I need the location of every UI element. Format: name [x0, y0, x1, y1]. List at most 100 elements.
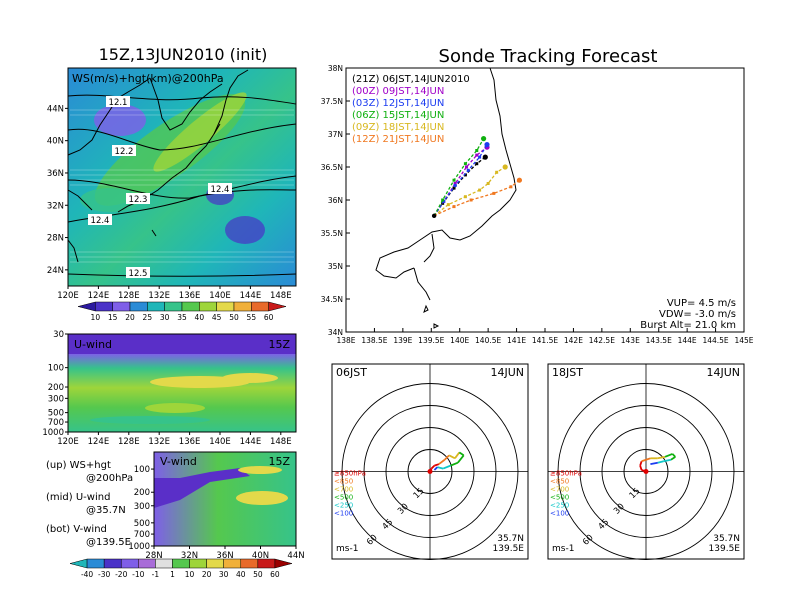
hodograph-segment — [433, 466, 438, 471]
panel-legend-notes: (up) WS+hgt @200hPa (mid) U-wind @35.7N … — [46, 460, 133, 548]
tracking-series-point — [452, 205, 456, 209]
note-bot-1: (bot) V-wind — [46, 524, 107, 535]
tracking-x-tick-label: 139.5E — [418, 336, 444, 345]
tracking-series-endpoint — [484, 141, 490, 148]
colorbar-tick-label: -10 — [132, 570, 144, 579]
tracking-x-tick-label: 142.5E — [589, 336, 615, 345]
map-hatching — [70, 109, 294, 263]
tracking-x-tick-label: 143E — [621, 336, 640, 345]
colorbar-swatch — [223, 558, 242, 569]
u-wind-x-tick-label: 128E — [118, 437, 140, 447]
colorbar-tick-label: 50 — [253, 570, 263, 579]
map-y-tick-label: 28N — [47, 234, 64, 244]
hodograph-segment — [454, 451, 461, 459]
v-wind-y-tick-label: 300 — [134, 502, 150, 512]
hodograph-legend-entry: <250 — [550, 502, 569, 510]
tracking-series-point — [475, 153, 479, 157]
tracking-legend-entry: (00Z) 09JST,14JUN — [352, 86, 444, 97]
tracking-series-point — [453, 183, 457, 187]
hodograph-legend-entry: <850 — [550, 478, 569, 486]
hodograph-lon: 139.5E — [709, 544, 741, 554]
v-wind-y-tick-label: 200 — [134, 488, 150, 498]
colorbar-tick-label: 10 — [91, 313, 101, 322]
map-high-speed-region — [80, 188, 140, 212]
tracking-series-point — [466, 168, 470, 172]
colorbar-swatch — [155, 558, 173, 569]
u-wind-surface-band — [90, 416, 210, 424]
colorbar-tick-label: -1 — [152, 570, 160, 579]
tracking-series-point — [478, 188, 482, 192]
colorbar-swatch — [120, 558, 139, 569]
map-y-tick-label: 40N — [47, 137, 64, 147]
hodograph-lat: 35.7N — [497, 534, 524, 544]
v-wind-southerly-max — [154, 468, 250, 508]
tracking-series-point — [486, 182, 490, 185]
colorbar-swatch — [268, 301, 287, 312]
hodograph-legend-entry: <700 — [550, 486, 569, 494]
map-contour-label-bg — [126, 267, 150, 278]
stat-vdw: VDW= -3.0 m/s — [659, 309, 736, 320]
map-colorbar: 10 15 20 25 30 35 40 45 50 55 60 — [77, 301, 287, 322]
u-wind-x-tick-label: 132E — [148, 437, 170, 447]
stat-vup: VUP= 4.5 m/s — [667, 298, 736, 309]
colorbar-swatch — [189, 558, 207, 569]
v-wind-x-ticks: 28N 32N 36N 40N 44N — [145, 546, 305, 561]
colorbar-swatch — [129, 301, 148, 312]
colorbar-swatch — [240, 558, 259, 569]
tracking-x-tick-label: 144E — [678, 336, 697, 345]
tracking-y-ticks: 34N 34.5N 35N 35.5N 36N 36.5N 37N 37.5N 38N — [321, 64, 350, 337]
hodograph-origin — [427, 469, 433, 474]
colorbar-swatch — [164, 301, 183, 312]
tracking-coastline — [375, 67, 517, 329]
hodograph-legend-entry: ≥850hPa — [334, 470, 366, 478]
map-x-tick-label: 144E — [240, 291, 262, 301]
colorbar-swatch — [199, 301, 217, 312]
u-wind-x-tick-label: 140E — [209, 437, 231, 447]
map-contour-label: 12.5 — [129, 269, 148, 279]
hodograph-legend-entry: <500 — [550, 494, 569, 502]
v-wind-y-tick-label: 100 — [134, 465, 150, 475]
tracking-y-tick-label: 35N — [328, 262, 343, 271]
colorbar-tick-label: 60 — [270, 570, 280, 579]
tracking-series-line — [433, 138, 485, 217]
colorbar-tick-label: 25 — [143, 313, 153, 322]
tracking-x-tick-label: 139E — [393, 336, 412, 345]
hodograph-segment — [442, 464, 451, 470]
tracking-series-point — [463, 173, 467, 177]
colorbar-swatch — [112, 301, 131, 312]
tracking-series-line — [433, 179, 520, 217]
note-mid-1: (mid) U-wind — [46, 492, 110, 503]
hodograph-segment — [448, 454, 456, 460]
v-wind-x-tick-label: 44N — [287, 551, 304, 561]
colorbar-tick-label: 30 — [219, 570, 229, 579]
colorbar-tick-label: 55 — [247, 313, 257, 322]
hodograph-ring — [407, 449, 453, 494]
tracking-series-point — [446, 203, 450, 207]
v-wind-y-tick-label: 500 — [134, 519, 150, 529]
tracking-series-endpoint — [480, 136, 487, 142]
hodograph-legend-entry: <700 — [334, 486, 353, 494]
tracking-series-point — [475, 149, 479, 152]
map-field — [68, 68, 296, 286]
u-wind-y-tick-label: 700 — [48, 418, 64, 428]
u-wind-x-tick-label: 124E — [88, 437, 110, 447]
u-wind-y-tick-label: 300 — [48, 394, 64, 404]
tracking-x-tick-label: 143.5E — [646, 336, 672, 345]
v-wind-x-tick-label: 36N — [216, 551, 233, 561]
v-wind-title: V-wind — [160, 455, 197, 468]
u-wind-y-tick-label: 100 — [48, 364, 64, 374]
hodograph-legend-entry: <850 — [334, 478, 353, 486]
hodograph-ring — [341, 383, 519, 560]
map-x-tick-label: 140E — [209, 291, 231, 301]
hodograph-segment — [657, 455, 666, 460]
tracking-series-point — [465, 165, 469, 169]
hodograph-title: 06JST — [336, 366, 367, 379]
tracking-legend-entry: (06Z) 15JST,14JUN — [352, 110, 444, 121]
tracking-y-tick-label: 37.5N — [321, 97, 343, 106]
note-up-1: (up) WS+hgt — [46, 460, 111, 471]
u-wind-jet-core — [222, 373, 278, 383]
v-wind-northerly-region — [236, 491, 288, 505]
map-x-tick-label: 136E — [179, 291, 201, 301]
map-low-speed-region — [94, 104, 146, 136]
colorbar-swatch — [274, 558, 293, 569]
